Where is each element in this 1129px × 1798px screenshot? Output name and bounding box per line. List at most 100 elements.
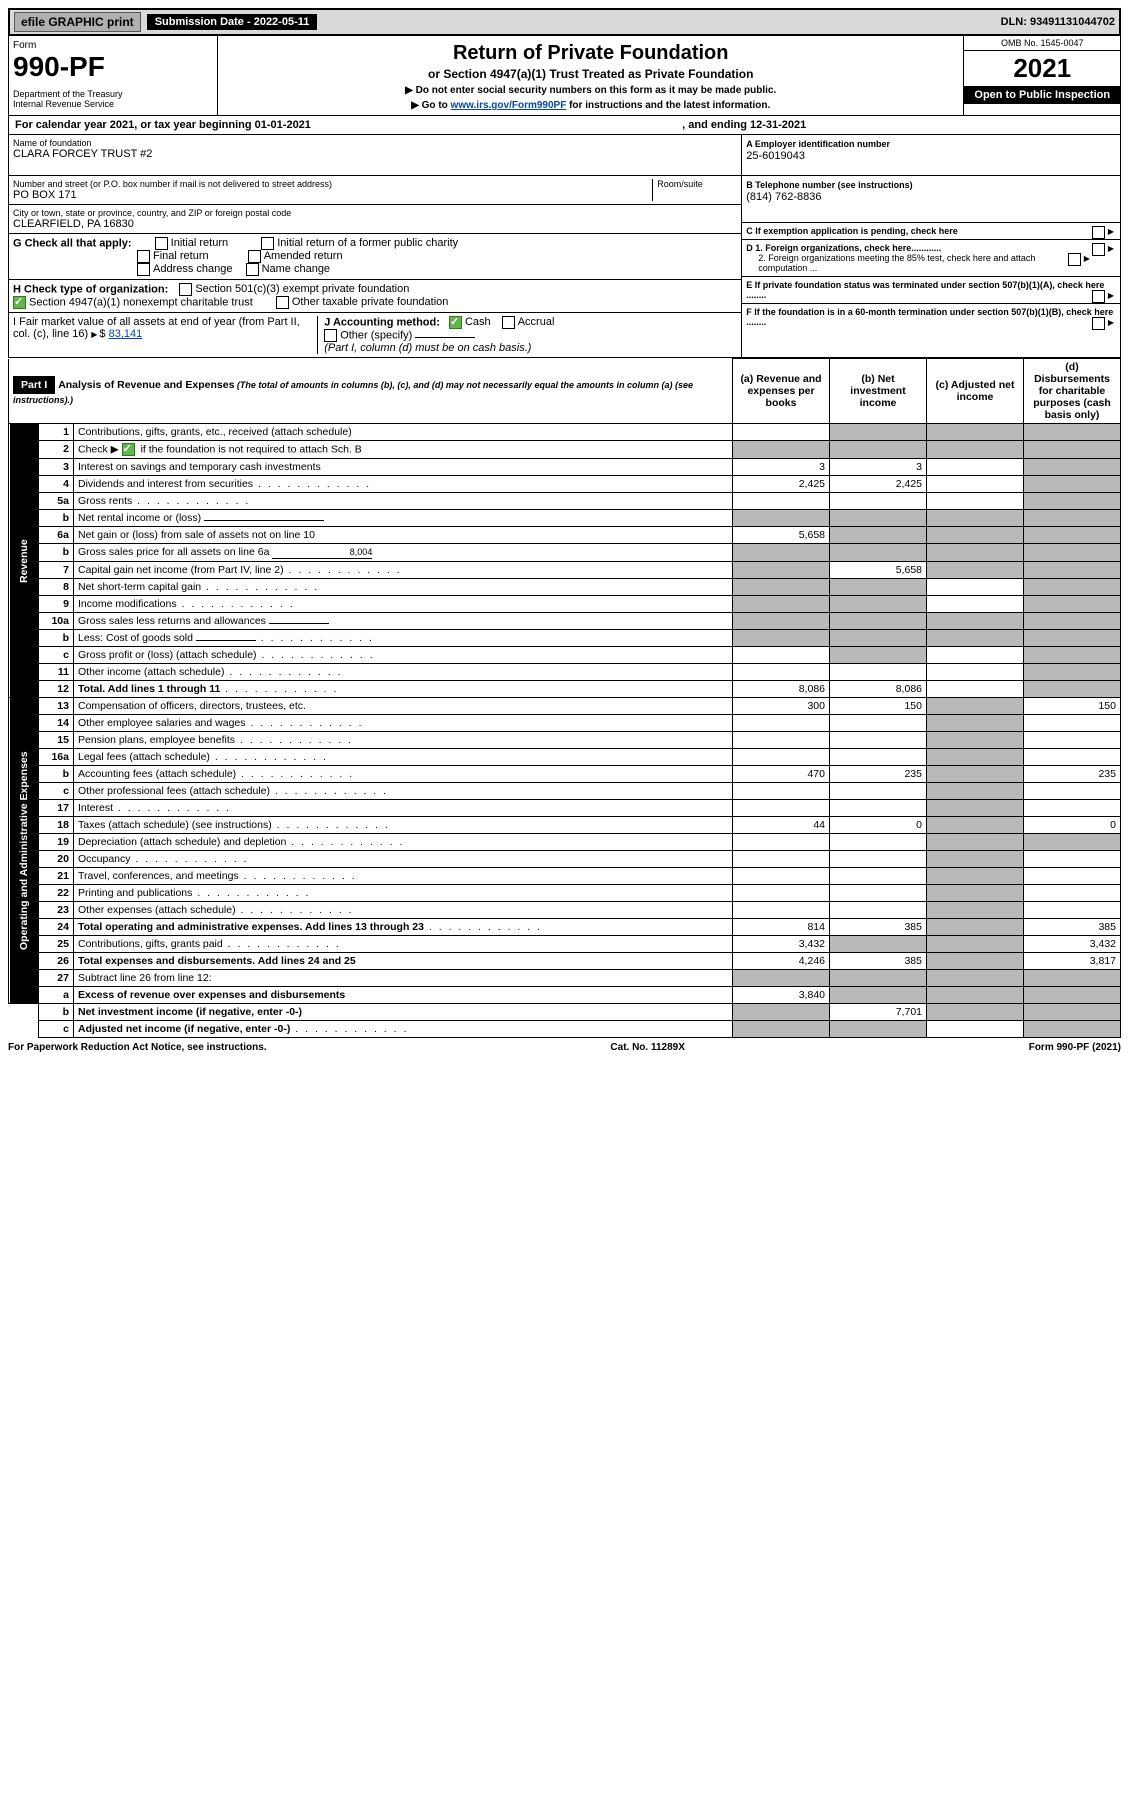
other-method-checkbox[interactable]: [324, 329, 337, 342]
form-number: 990-PF: [13, 51, 213, 83]
table-row: 24Total operating and administrative exp…: [9, 919, 1121, 936]
room-suite-label: Room/suite: [652, 179, 737, 201]
terminated-checkbox[interactable]: [1092, 290, 1105, 303]
table-row: 8Net short-term capital gain: [9, 579, 1121, 596]
dept-label: Department of the Treasury Internal Reve…: [13, 89, 213, 109]
section-j: J Accounting method: Cash Accrual Other …: [317, 316, 737, 354]
cal-year-begin: For calendar year 2021, or tax year begi…: [15, 119, 311, 131]
address-change-checkbox[interactable]: [137, 263, 150, 276]
address-label: Number and street (or P.O. box number if…: [13, 179, 652, 189]
table-row: 26Total expenses and disbursements. Add …: [9, 953, 1121, 970]
col-d-header: (d) Disbursements for charitable purpose…: [1024, 359, 1121, 424]
submission-date-pill: Submission Date - 2022-05-11: [147, 14, 318, 30]
calendar-year-row: For calendar year 2021, or tax year begi…: [8, 116, 1121, 135]
expenses-side-label: Operating and Administrative Expenses: [9, 698, 39, 1004]
table-row: cGross profit or (loss) (attach schedule…: [9, 647, 1121, 664]
table-row: Operating and Administrative Expenses 13…: [9, 698, 1121, 715]
section-d: D 1. Foreign organizations, check here..…: [742, 240, 1120, 277]
table-row: 9Income modifications: [9, 596, 1121, 613]
col-b-header: (b) Net investment income: [830, 359, 927, 424]
60-month-checkbox[interactable]: [1092, 317, 1105, 330]
accrual-checkbox[interactable]: [502, 316, 515, 329]
form-word: Form: [13, 40, 213, 51]
section-i: I Fair market value of all assets at end…: [13, 316, 317, 354]
section-c: C If exemption application is pending, c…: [742, 223, 1120, 240]
table-row: 5aGross rents: [9, 493, 1121, 510]
former-charity-checkbox[interactable]: [261, 237, 274, 250]
final-return-checkbox[interactable]: [137, 250, 150, 263]
table-row: 15Pension plans, employee benefits: [9, 732, 1121, 749]
table-row: 7Capital gain net income (from Part IV, …: [9, 562, 1121, 579]
cash-checkbox[interactable]: [449, 316, 462, 329]
table-row: 12Total. Add lines 1 through 118,0868,08…: [9, 681, 1121, 698]
name-change-checkbox[interactable]: [246, 263, 259, 276]
table-row: 17Interest: [9, 800, 1121, 817]
table-row: bLess: Cost of goods sold: [9, 630, 1121, 647]
irs-link[interactable]: www.irs.gov/Form990PF: [451, 100, 567, 111]
501c3-checkbox[interactable]: [179, 283, 192, 296]
telephone-value: (814) 762-8836: [746, 191, 821, 203]
table-row: 16aLegal fees (attach schedule): [9, 749, 1121, 766]
exemption-pending-checkbox[interactable]: [1092, 226, 1105, 239]
table-row: cAdjusted net income (if negative, enter…: [9, 1021, 1121, 1038]
footer-form: Form 990-PF (2021): [1029, 1042, 1121, 1053]
table-row: 4Dividends and interest from securities2…: [9, 476, 1121, 493]
entity-box: Name of foundation CLARA FORCEY TRUST #2…: [8, 135, 1121, 358]
table-row: aExcess of revenue over expenses and dis…: [9, 987, 1121, 1004]
table-row: 19Depreciation (attach schedule) and dep…: [9, 834, 1121, 851]
table-row: cOther professional fees (attach schedul…: [9, 783, 1121, 800]
table-row: 14Other employee salaries and wages: [9, 715, 1121, 732]
form-title: Return of Private Foundation: [228, 42, 954, 65]
form-subtitle: or Section 4947(a)(1) Trust Treated as P…: [228, 67, 954, 81]
table-row: bNet rental income or (loss): [9, 510, 1121, 527]
form-note-2: ▶ Go to www.irs.gov/Form990PF for instru…: [228, 100, 954, 111]
footer-left: For Paperwork Reduction Act Notice, see …: [8, 1042, 267, 1053]
table-row: 10aGross sales less returns and allowanc…: [9, 613, 1121, 630]
col-c-header: (c) Adjusted net income: [927, 359, 1024, 424]
4947a1-checkbox[interactable]: [13, 296, 26, 309]
city-label: City or town, state or province, country…: [13, 208, 737, 218]
amended-return-checkbox[interactable]: [248, 250, 261, 263]
table-row: 3Interest on savings and temporary cash …: [9, 459, 1121, 476]
table-row: 20Occupancy: [9, 851, 1121, 868]
page-footer: For Paperwork Reduction Act Notice, see …: [8, 1042, 1121, 1053]
table-row: bGross sales price for all assets on lin…: [9, 544, 1121, 562]
footer-cat: Cat. No. 11289X: [610, 1042, 684, 1053]
ein-label: A Employer identification number: [746, 139, 890, 149]
foreign-85-checkbox[interactable]: [1068, 253, 1081, 266]
foundation-name-label: Name of foundation: [13, 138, 737, 148]
telephone-label: B Telephone number (see instructions): [746, 180, 912, 190]
ein-value: 25-6019043: [746, 150, 805, 162]
foreign-org-checkbox[interactable]: [1092, 243, 1105, 256]
table-row: 27Subtract line 26 from line 12:: [9, 970, 1121, 987]
tax-year: 2021: [964, 51, 1120, 86]
form-header: Form 990-PF Department of the Treasury I…: [8, 36, 1121, 116]
col-a-header: (a) Revenue and expenses per books: [733, 359, 830, 424]
form-note-1: ▶ Do not enter social security numbers o…: [228, 85, 954, 96]
sch-b-checkbox[interactable]: [122, 443, 135, 456]
efile-print-button[interactable]: efile GRAPHIC print: [14, 12, 141, 32]
section-g: G Check all that apply: Initial return I…: [9, 234, 741, 280]
table-row: 25Contributions, gifts, grants paid3,432…: [9, 936, 1121, 953]
initial-return-checkbox[interactable]: [155, 237, 168, 250]
table-row: 23Other expenses (attach schedule): [9, 902, 1121, 919]
other-taxable-checkbox[interactable]: [276, 296, 289, 309]
table-row: 11Other income (attach schedule): [9, 664, 1121, 681]
foundation-name: CLARA FORCEY TRUST #2: [13, 148, 737, 160]
table-row: bNet investment income (if negative, ent…: [9, 1004, 1121, 1021]
section-e: E If private foundation status was termi…: [742, 277, 1120, 304]
open-to-public-badge: Open to Public Inspection: [964, 86, 1120, 104]
table-row: 2Check ▶ if the foundation is not requir…: [9, 441, 1121, 459]
table-row: bAccounting fees (attach schedule)470235…: [9, 766, 1121, 783]
table-row: 18Taxes (attach schedule) (see instructi…: [9, 817, 1121, 834]
part1-badge: Part I: [13, 376, 55, 394]
table-row: 22Printing and publications: [9, 885, 1121, 902]
dln-label: DLN: 93491131044702: [1001, 16, 1115, 28]
section-h: H Check type of organization: Section 50…: [9, 280, 741, 313]
top-bar: efile GRAPHIC print Submission Date - 20…: [8, 8, 1121, 36]
table-row: Revenue 1Contributions, gifts, grants, e…: [9, 424, 1121, 441]
table-row: 6aNet gain or (loss) from sale of assets…: [9, 527, 1121, 544]
fmv-link[interactable]: 83,141: [109, 328, 143, 340]
revenue-side-label: Revenue: [9, 424, 39, 698]
part1-table: Part I Analysis of Revenue and Expenses …: [8, 358, 1121, 1038]
